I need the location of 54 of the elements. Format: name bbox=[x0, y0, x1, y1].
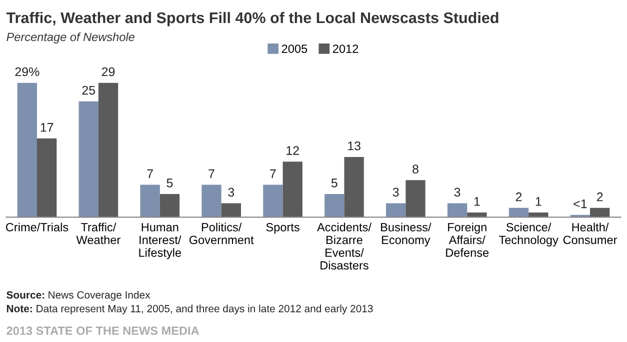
data-label: 3 bbox=[392, 188, 399, 197]
data-label: 7 bbox=[270, 169, 276, 178]
data-label: 13 bbox=[348, 141, 360, 150]
legend-label: 2005 bbox=[282, 44, 308, 53]
bar bbox=[17, 82, 37, 218]
source-note: Source: News Coverage Index bbox=[6, 290, 150, 301]
x-tick-label: Accidents/ Bizarre Events/ Disasters bbox=[317, 222, 372, 270]
bar bbox=[344, 156, 364, 218]
data-label: 2 bbox=[516, 192, 522, 202]
bar bbox=[202, 184, 222, 218]
bar bbox=[98, 82, 118, 218]
data-label: 5 bbox=[331, 178, 338, 188]
bar bbox=[36, 138, 57, 218]
data-label: 7 bbox=[208, 169, 214, 178]
bar bbox=[263, 184, 283, 218]
bar bbox=[508, 208, 529, 218]
bar bbox=[406, 180, 426, 218]
text: 2013 STATE OF THE NEWS MEDIA bbox=[6, 326, 200, 335]
x-tick-label: Business/ Economy bbox=[381, 222, 432, 246]
data-label: <1 bbox=[574, 199, 587, 208]
x-tick-label: Foreign Affairs/ Defense bbox=[446, 222, 489, 257]
x-tick-label: Traffic/ Weather bbox=[76, 222, 120, 244]
data-label: 5 bbox=[166, 178, 173, 188]
data-label: 17 bbox=[40, 123, 54, 132]
data-label: 1 bbox=[536, 197, 542, 206]
legend-label: 2012 bbox=[332, 44, 358, 53]
chart-subtitle: Percentage of Newshole bbox=[6, 32, 134, 44]
data-label: 7 bbox=[147, 169, 153, 178]
data-label: 29 bbox=[102, 67, 115, 76]
bar bbox=[386, 203, 406, 218]
data-label: 2 bbox=[596, 192, 603, 202]
bar bbox=[160, 194, 180, 218]
data-label: 29% bbox=[15, 67, 40, 76]
x-tick-label: Science/ Technology bbox=[498, 222, 558, 246]
text: Note: Data represent May 11, 2005, and three days in late 2012 and early 2013 bbox=[6, 304, 373, 314]
bar bbox=[140, 184, 160, 218]
data-label: 8 bbox=[412, 164, 418, 174]
bar bbox=[221, 203, 241, 218]
x-tick-label: Sports bbox=[266, 223, 300, 234]
x-tick-label: Human Interest/ Lifestyle bbox=[139, 223, 182, 260]
bar bbox=[282, 162, 302, 218]
x-tick-label: Health/ Consumer bbox=[563, 222, 618, 244]
data-label: 3 bbox=[228, 188, 234, 197]
bar bbox=[324, 194, 344, 218]
bar bbox=[590, 208, 610, 218]
x-tick-label: Crime/Trials bbox=[6, 222, 68, 232]
chart-title: Traffic, Weather and Sports Fill 40% of the Local Newscasts Studied bbox=[6, 12, 498, 26]
x-tick-label: Politics/ Government bbox=[189, 222, 254, 244]
bar bbox=[78, 101, 98, 218]
data-label: 3 bbox=[454, 188, 460, 197]
data-label: 12 bbox=[286, 146, 299, 155]
data-label: 1 bbox=[474, 197, 480, 206]
bar bbox=[447, 203, 468, 218]
data-label: 25 bbox=[82, 86, 96, 95]
